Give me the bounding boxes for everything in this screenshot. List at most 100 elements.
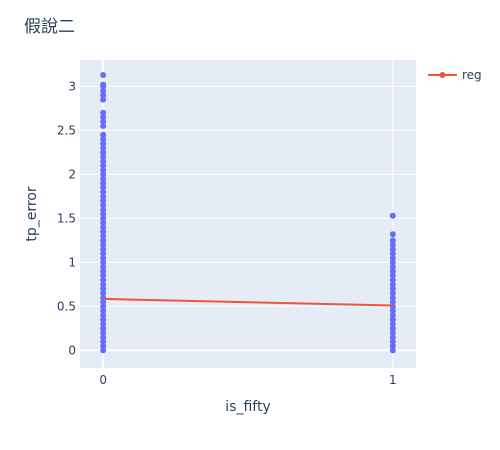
- y-tick-label: 0: [68, 343, 76, 357]
- scatter-point: [389, 263, 396, 270]
- scatter-point: [100, 109, 107, 116]
- scatter-point: [389, 285, 396, 292]
- legend-label-reg: reg: [462, 68, 482, 82]
- scatter-point: [389, 334, 396, 341]
- y-tick-label: 1: [68, 255, 76, 269]
- scatter-point: [389, 294, 396, 301]
- scatter-point: [100, 303, 107, 310]
- scatter-point: [100, 175, 107, 182]
- scatter-point: [100, 307, 107, 314]
- scatter-points: [100, 71, 396, 354]
- scatter-point: [100, 114, 107, 121]
- scatter-point: [100, 193, 107, 200]
- scatter-point: [100, 153, 107, 160]
- scatter-point: [389, 338, 396, 345]
- scatter-point: [100, 180, 107, 187]
- y-gridlines: [80, 85, 416, 352]
- scatter-point: [100, 343, 107, 349]
- x-tick-label: 1: [389, 373, 397, 387]
- scatter-point: [100, 118, 107, 125]
- scatter-point: [389, 241, 396, 248]
- scatter-point: [100, 255, 107, 261]
- scatter-point: [100, 329, 107, 336]
- x-axis-title: is_fifty: [225, 399, 270, 415]
- scatter-point: [100, 149, 107, 156]
- scatter-point: [389, 321, 396, 327]
- scatter-point: [100, 272, 107, 279]
- scatter-point: [389, 325, 396, 332]
- scatter-point: [100, 338, 107, 345]
- scatter-point: [100, 321, 107, 327]
- scatter-point: [389, 250, 396, 257]
- scatter-point: [100, 184, 107, 191]
- plot-area: [80, 60, 416, 368]
- scatter-point: [100, 237, 107, 244]
- scatter-point: [100, 167, 107, 173]
- y-tick-label: 1.5: [57, 211, 76, 225]
- scatter-point: [100, 241, 107, 248]
- scatter-point: [100, 285, 107, 292]
- scatter-point: [389, 255, 396, 261]
- scatter-point: [100, 71, 107, 78]
- scatter-point: [389, 290, 396, 297]
- scatter-point: [389, 329, 396, 336]
- scatter-point: [389, 237, 396, 244]
- y-tick-labels: 0 0.5 1 1.5 2 2.5 3: [57, 79, 76, 357]
- scatter-point: [389, 212, 396, 219]
- scatter-point: [100, 123, 107, 129]
- scatter-point: [389, 307, 396, 314]
- scatter-point: [389, 343, 396, 349]
- scatter-point: [100, 325, 107, 332]
- scatter-point: [100, 87, 107, 94]
- x-tick-label: 0: [99, 373, 107, 387]
- scatter-point: [100, 334, 107, 341]
- y-axis-title: tp_error: [24, 186, 40, 242]
- scatter-point: [389, 316, 396, 323]
- y-tick-label: 3: [68, 79, 76, 93]
- regression-line: [103, 297, 393, 307]
- scatter-point: [100, 206, 107, 213]
- scatter-point: [100, 171, 107, 178]
- scatter-point: [100, 211, 107, 217]
- scatter-point: [100, 140, 107, 147]
- scatter-point: [100, 316, 107, 323]
- scatter-point: [389, 281, 396, 288]
- scatter-point: [100, 246, 107, 253]
- scatter-point: [100, 228, 107, 235]
- scatter-point: [100, 162, 107, 169]
- scatter-point: [100, 250, 107, 257]
- scatter-point: [100, 290, 107, 297]
- scatter-point: [100, 202, 107, 209]
- scatter-point: [100, 158, 107, 165]
- scatter-point: [389, 268, 396, 275]
- scatter-point: [389, 277, 396, 283]
- scatter-point: [100, 259, 107, 266]
- scatter-point: [100, 277, 107, 283]
- scatter-point: [100, 263, 107, 270]
- y-tick-label: 2: [68, 167, 76, 181]
- scatter-point: [100, 197, 107, 204]
- scatter-point: [389, 272, 396, 279]
- scatter-point: [100, 299, 107, 305]
- scatter-point: [389, 259, 396, 266]
- scatter-point: [100, 81, 107, 88]
- scatter-point: [100, 215, 107, 222]
- scatter-point: [100, 136, 107, 143]
- legend[interactable]: reg: [428, 68, 482, 82]
- scatter-point: [100, 96, 107, 103]
- scatter-point: [100, 131, 107, 138]
- y-tick-label: 0.5: [57, 299, 76, 313]
- scatter-point: [389, 312, 396, 319]
- scatter-point: [100, 189, 107, 195]
- scatter-point: [100, 145, 107, 151]
- scatter-point: [389, 347, 396, 354]
- y-tick-label: 2.5: [57, 123, 76, 137]
- scatter-point: [100, 312, 107, 319]
- scatter-point: [389, 299, 396, 305]
- scatter-point: [389, 246, 396, 253]
- scatter-point: [100, 281, 107, 288]
- scatter-point: [100, 219, 107, 226]
- chart-title: 假說二: [24, 17, 75, 37]
